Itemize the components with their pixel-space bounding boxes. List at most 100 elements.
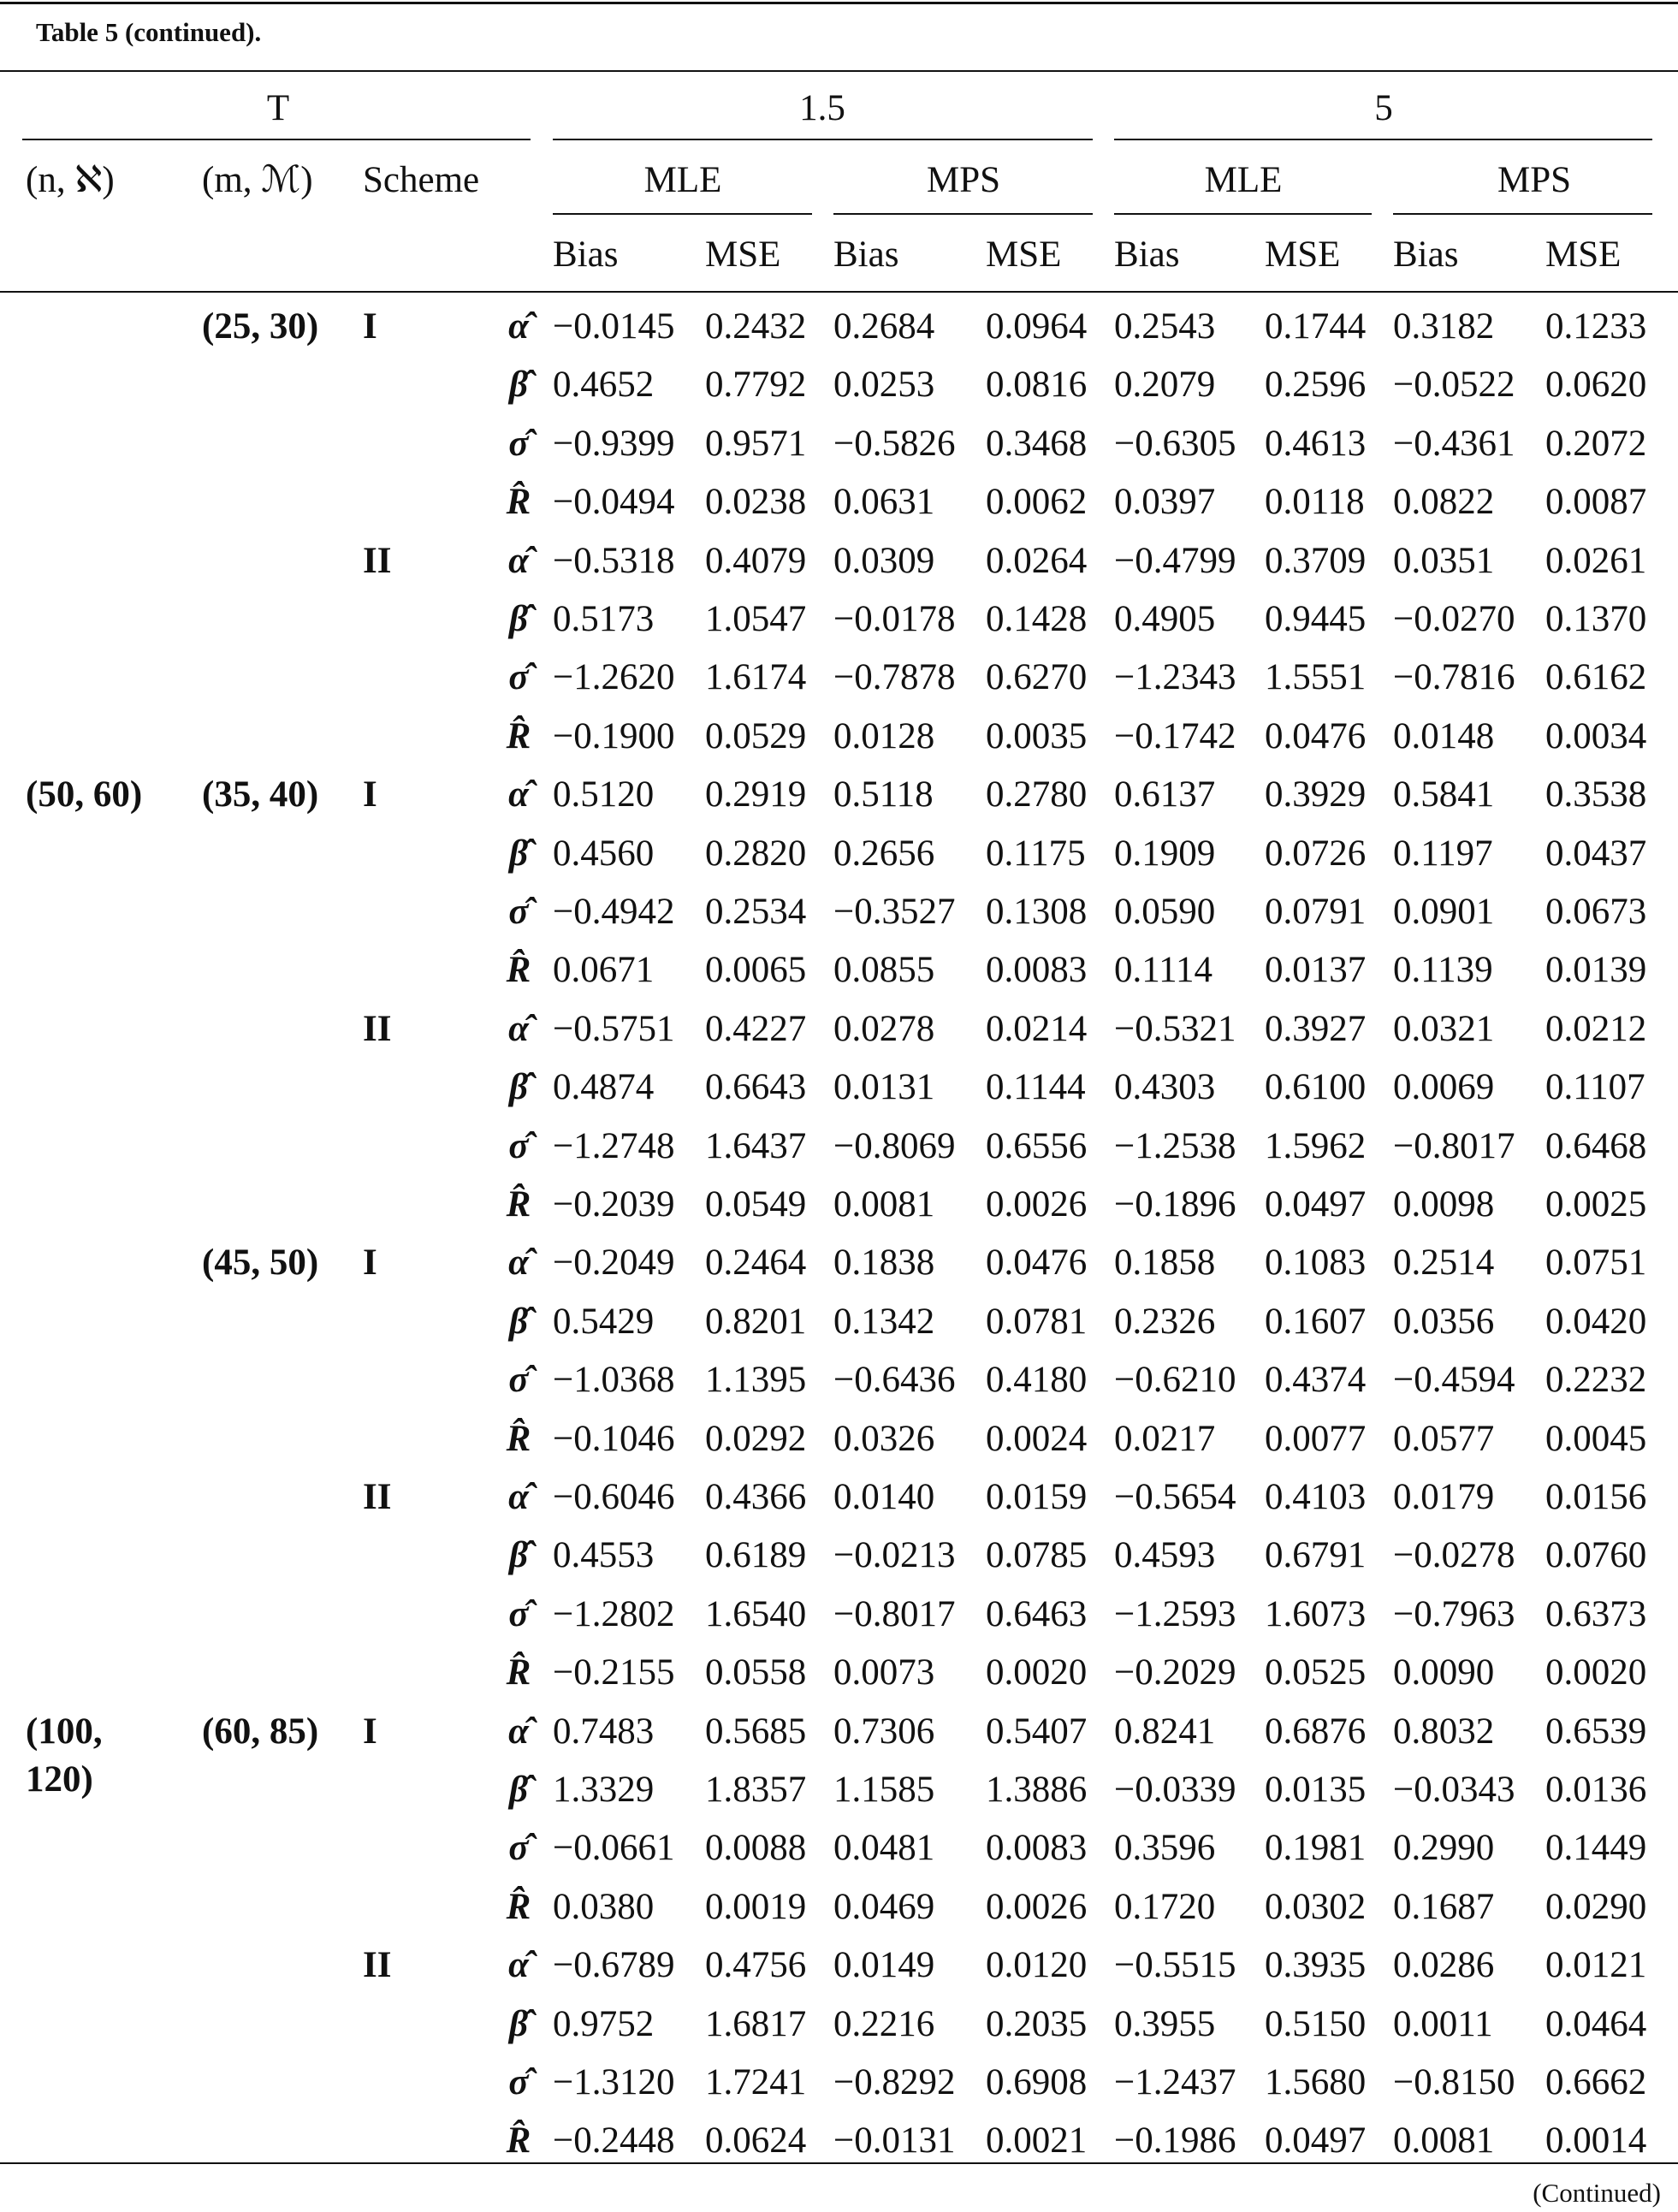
stat-header: MSE <box>986 234 1062 275</box>
cell-value: 0.4593 <box>1114 1535 1216 1576</box>
cell-value: 0.0149 <box>833 1945 935 1986</box>
cell-value: 0.0549 <box>705 1184 807 1225</box>
cell-value: 0.2464 <box>705 1242 807 1284</box>
parameter: R̂ <box>506 2120 531 2162</box>
cell-value: 0.0437 <box>1545 833 1647 874</box>
cell-value: 0.2326 <box>1114 1301 1216 1342</box>
cell-value: 0.2596 <box>1265 365 1367 406</box>
rule <box>553 139 1093 140</box>
cell-value: 0.0083 <box>986 950 1088 991</box>
cell-value: 0.7306 <box>833 1711 935 1752</box>
cell-value: 0.2514 <box>1393 1242 1495 1284</box>
stat-header: MSE <box>1265 234 1341 275</box>
cell-value: 0.1139 <box>1393 950 1493 991</box>
cell-value: 0.2919 <box>705 774 807 815</box>
cell-value: 1.1395 <box>705 1360 807 1401</box>
cell-value: 0.4079 <box>705 540 807 581</box>
cell-value: 0.4103 <box>1265 1477 1367 1517</box>
cell-value: 0.2035 <box>986 2003 1088 2044</box>
cell-value: 0.4180 <box>986 1360 1088 1401</box>
cell-value: 1.1585 <box>833 1770 935 1810</box>
cell-value: 0.0073 <box>833 1652 935 1693</box>
parameter: β̂ <box>508 2003 529 2044</box>
cell-value: 0.1720 <box>1114 1886 1216 1927</box>
method-header: MPS <box>1497 160 1572 200</box>
cell-value: −0.4594 <box>1393 1360 1515 1401</box>
parameter: α̂ <box>508 1711 529 1752</box>
cell-value: 0.4756 <box>705 1945 807 1986</box>
cell-value: 1.5680 <box>1265 2062 1367 2102</box>
scheme: II <box>363 1008 392 1049</box>
cell-value: 0.2079 <box>1114 365 1216 406</box>
cell-value: 0.2432 <box>705 306 807 347</box>
cell-value: 0.4652 <box>553 365 655 406</box>
cell-value: 0.1342 <box>833 1301 935 1342</box>
cell-value: 0.0525 <box>1265 1652 1367 1693</box>
parameter: R̂ <box>506 482 531 523</box>
t-value: 1.5 <box>799 88 845 128</box>
cell-value: −0.2448 <box>553 2120 675 2162</box>
cell-value: 0.0751 <box>1545 1242 1647 1284</box>
cell-value: 0.0290 <box>1545 1886 1647 1927</box>
cell-value: 0.0045 <box>1545 1418 1647 1459</box>
cell-value: −0.0270 <box>1393 599 1515 639</box>
cell-value: −0.8017 <box>833 1593 956 1634</box>
rule <box>22 139 531 140</box>
cell-value: 0.5173 <box>553 599 655 639</box>
cell-value: −0.0343 <box>1393 1770 1515 1810</box>
cell-value: 0.0088 <box>705 1828 807 1869</box>
parameter: R̂ <box>506 1184 531 1225</box>
stat-header: Bias <box>1393 234 1459 275</box>
method-header: MLE <box>1204 160 1283 200</box>
cell-value: 0.0497 <box>1265 1184 1367 1225</box>
cell-value: 0.6162 <box>1545 657 1647 698</box>
cell-value: 0.0069 <box>1393 1067 1495 1108</box>
cell-value: 1.3886 <box>986 1770 1088 1810</box>
cell-value: −0.0522 <box>1393 365 1515 406</box>
cell-value: 0.0156 <box>1545 1477 1647 1517</box>
cell-value: 0.1144 <box>986 1067 1086 1108</box>
cell-value: 0.0137 <box>1265 950 1367 991</box>
cell-value: −0.6305 <box>1114 423 1236 464</box>
cell-value: 0.0034 <box>1545 715 1647 756</box>
cell-value: 0.0577 <box>1393 1418 1495 1459</box>
cell-value: 0.6876 <box>1265 1711 1367 1752</box>
parameter: R̂ <box>506 950 531 991</box>
column-header: (n, ℵ) <box>26 160 115 200</box>
cell-value: 0.0025 <box>1545 1184 1647 1225</box>
cell-value: 0.1687 <box>1393 1886 1495 1927</box>
cell-value: −0.1046 <box>553 1418 675 1459</box>
cell-value: 0.0238 <box>705 482 807 523</box>
cell-value: 1.6540 <box>705 1593 807 1634</box>
cell-value: 0.0131 <box>833 1067 935 1108</box>
stat-header: Bias <box>553 234 619 275</box>
cell-value: 0.3935 <box>1265 1945 1367 1986</box>
parameter: σ̂ <box>508 1593 529 1634</box>
cell-value: −0.6046 <box>553 1477 675 1517</box>
cell-value: 0.4366 <box>705 1477 807 1517</box>
cell-value: −0.3527 <box>833 892 956 932</box>
rule <box>0 2 1678 4</box>
parameter: R̂ <box>506 1886 531 1927</box>
cell-value: 0.2216 <box>833 2003 935 2044</box>
cell-value: −0.5751 <box>553 1008 675 1049</box>
cell-value: 0.0026 <box>986 1886 1088 1927</box>
parameter: β̂ <box>508 1301 529 1342</box>
cell-value: 0.4227 <box>705 1008 807 1049</box>
cell-value: 0.0901 <box>1393 892 1495 932</box>
cell-value: 1.6437 <box>705 1125 807 1166</box>
cell-value: 0.0822 <box>1393 482 1495 523</box>
cell-value: 0.2543 <box>1114 306 1216 347</box>
cell-value: 0.6373 <box>1545 1593 1647 1634</box>
cell-value: 0.8032 <box>1393 1711 1495 1752</box>
cell-value: 0.0159 <box>986 1477 1088 1517</box>
cell-value: 0.4303 <box>1114 1067 1216 1108</box>
cell-value: −0.5654 <box>1114 1477 1236 1517</box>
parameter: α̂ <box>508 306 529 347</box>
cell-value: 0.0077 <box>1265 1418 1367 1459</box>
cell-value: 0.8201 <box>705 1301 807 1342</box>
cell-value: 0.2684 <box>833 306 935 347</box>
parameter: σ̂ <box>508 1828 529 1869</box>
cell-value: 0.0590 <box>1114 892 1216 932</box>
